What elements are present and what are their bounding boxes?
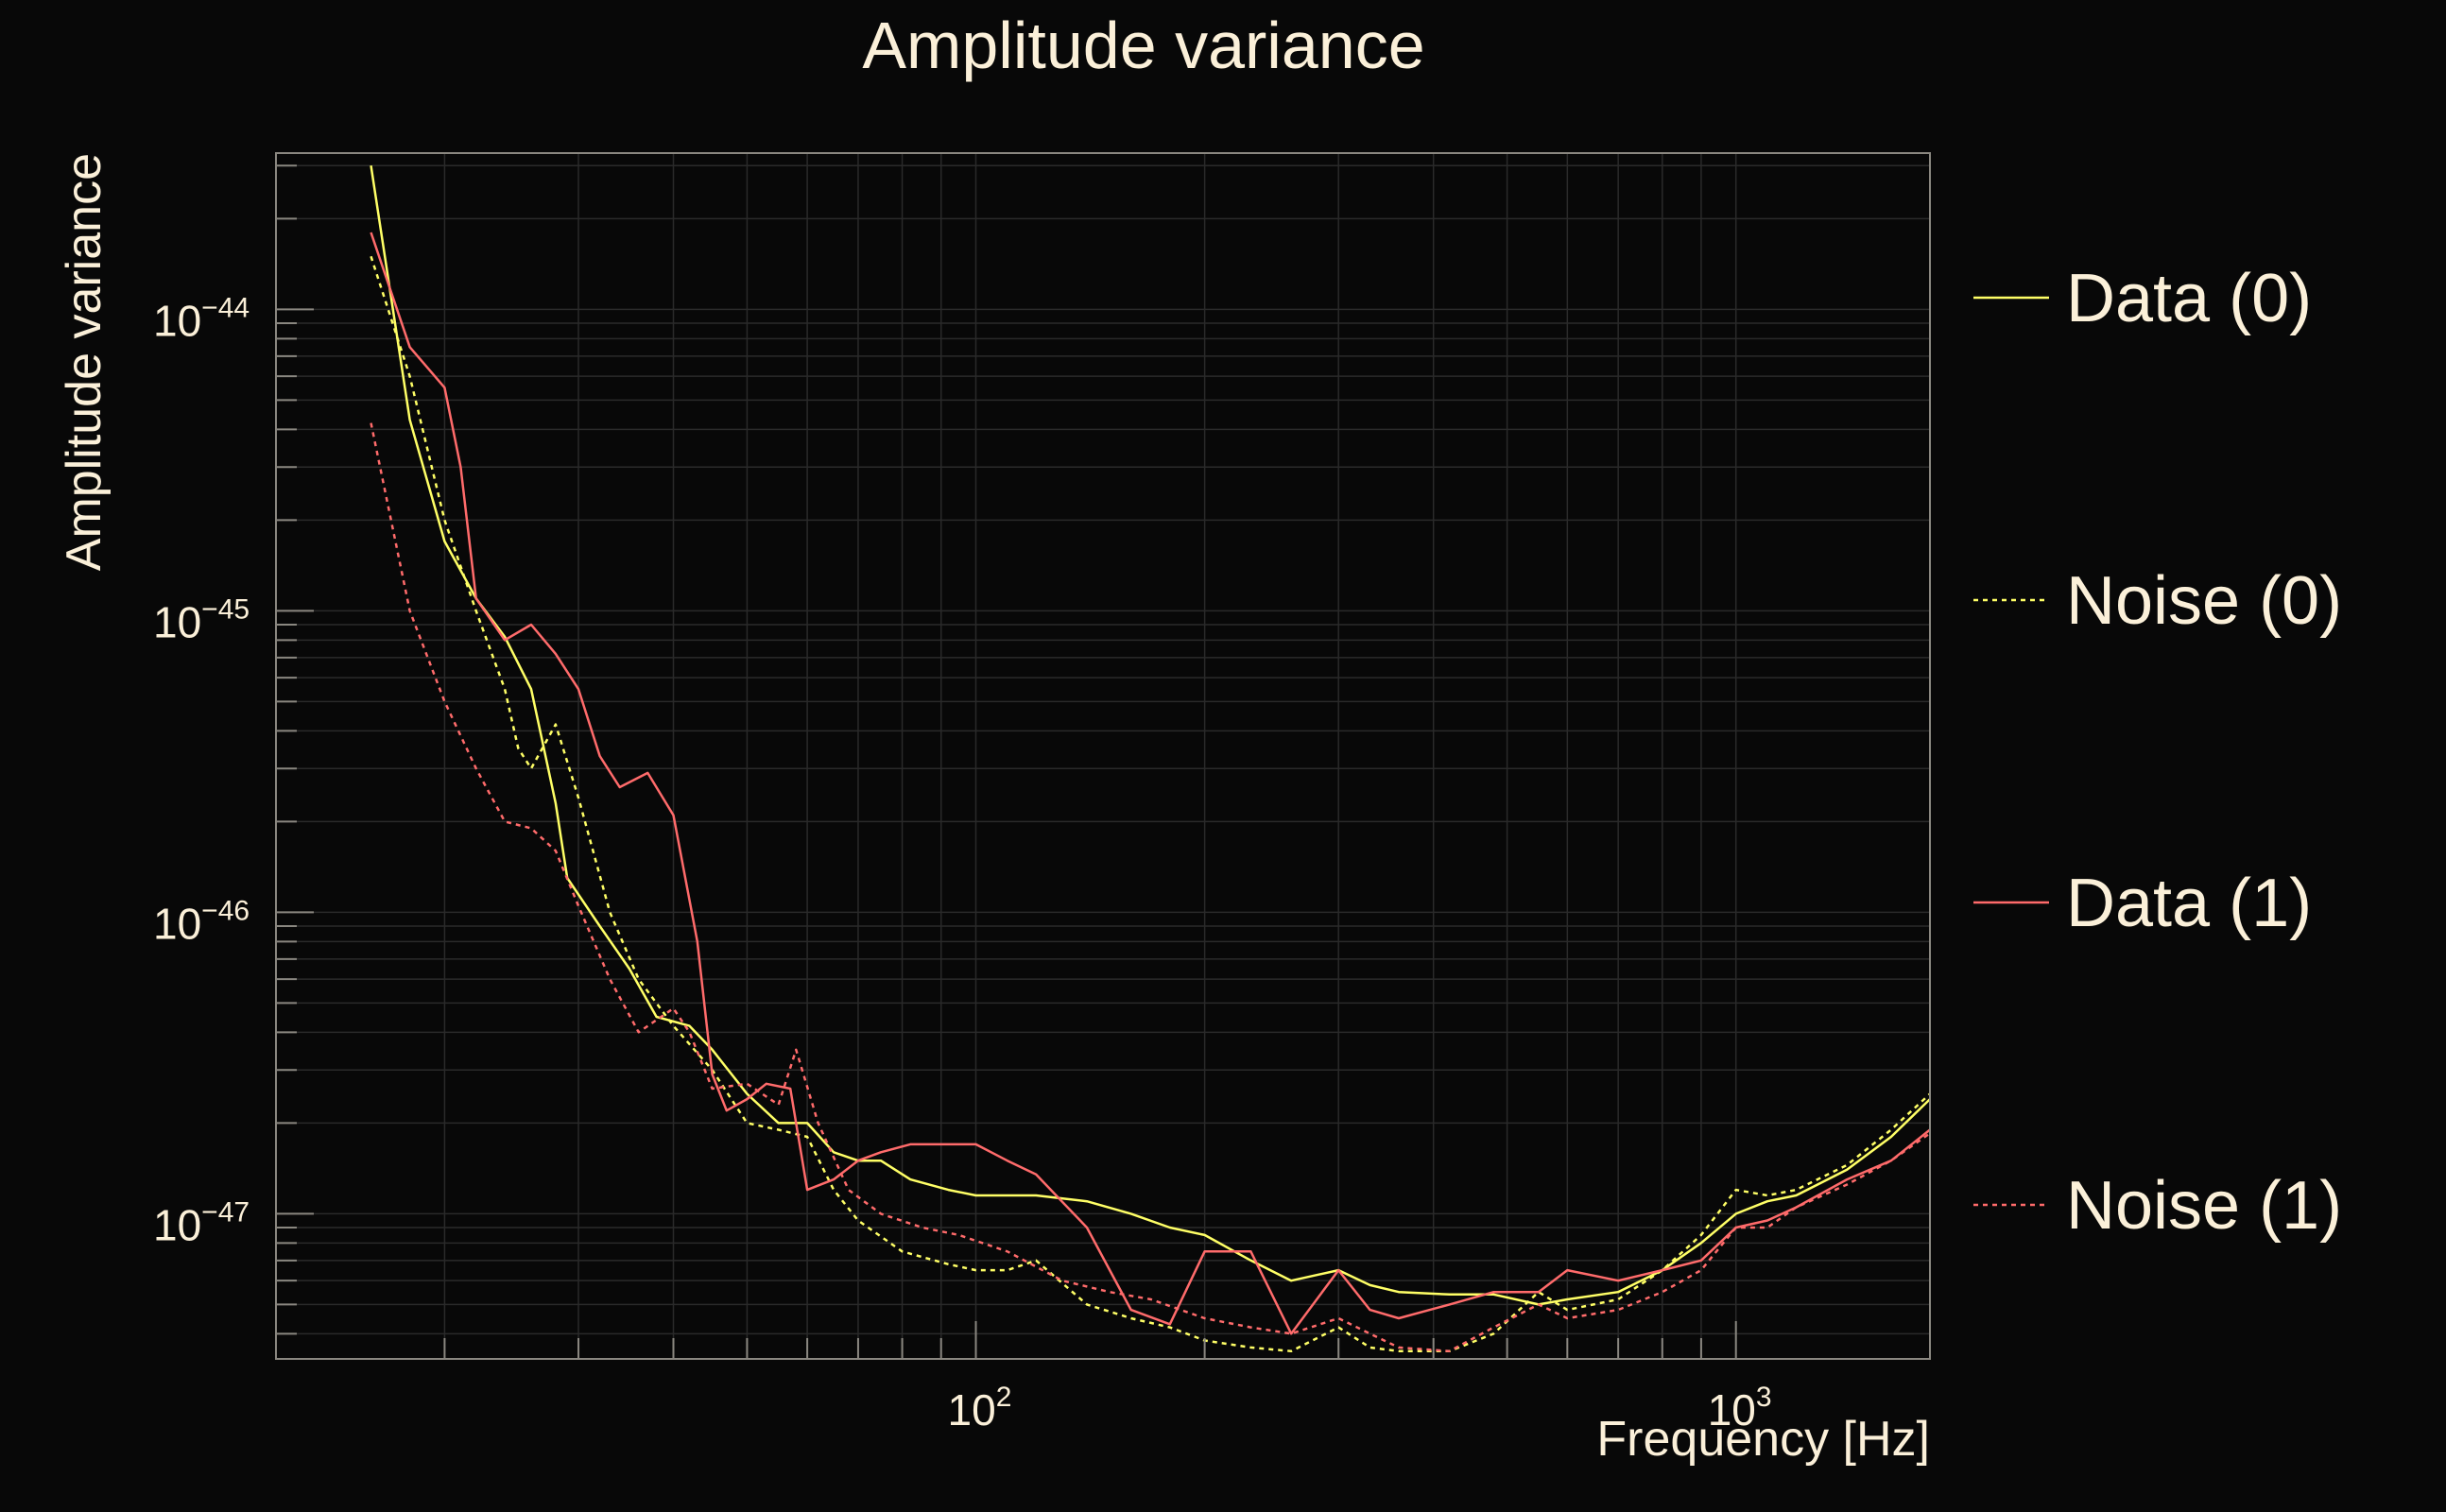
y-tick-label: 10−44	[153, 292, 250, 345]
legend-label-0: Data (0)	[2066, 261, 2312, 336]
y-tick-label: 10−46	[153, 895, 250, 948]
plot-frame	[275, 152, 1931, 1360]
series-line-3	[370, 422, 1931, 1353]
axis-ticks	[276, 164, 1737, 1359]
x-tick-label: 102	[948, 1382, 1012, 1435]
y-axis-label: Amplitude variance	[57, 153, 112, 571]
legend-label-3: Noise (1)	[2066, 1168, 2342, 1244]
chart-title: Amplitude variance	[862, 9, 1424, 82]
series-line-2	[370, 232, 1931, 1335]
x-tick-label: 103	[1708, 1382, 1772, 1435]
grid-lines	[276, 153, 1930, 1359]
y-tick-label: 10−47	[153, 1196, 250, 1249]
plot-series	[370, 165, 1931, 1353]
tick-labels: 102 103 10−44 10−45 10−46 10−47	[153, 292, 1772, 1435]
y-tick-label: 10−45	[153, 593, 250, 646]
x-axis-label: Frequency [Hz]	[1596, 1412, 1930, 1467]
series-line-1	[370, 255, 1931, 1353]
series-line-0	[370, 165, 1931, 1306]
legend-label-2: Data (1)	[2066, 866, 2312, 941]
legend-label-1: Noise (0)	[2066, 563, 2342, 639]
legend: Data (0) Noise (0) Data (1) Noise (1)	[1973, 261, 2342, 1244]
